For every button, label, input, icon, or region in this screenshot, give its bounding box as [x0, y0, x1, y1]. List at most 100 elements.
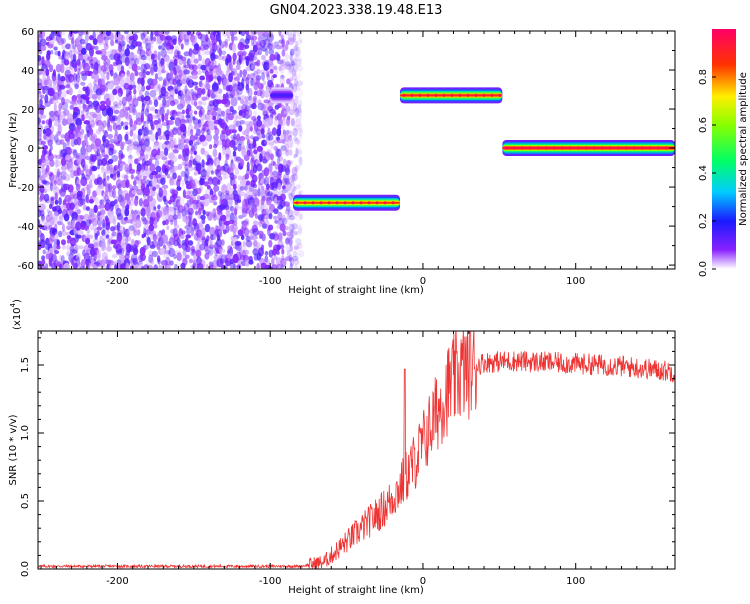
noise-speck [111, 231, 117, 237]
noise-speck [268, 213, 273, 220]
noise-speck [64, 146, 72, 156]
noise-speck [91, 214, 98, 220]
noise-speck [48, 64, 54, 73]
noise-speck [278, 31, 282, 37]
noise-speck [64, 194, 72, 203]
noise-speck [48, 118, 52, 129]
noise-speck [101, 251, 108, 261]
noise-speck [57, 220, 63, 226]
noise-speck [249, 202, 255, 212]
noise-speck [69, 104, 75, 110]
noise-speck [201, 96, 208, 101]
noise-speck [290, 189, 295, 198]
noise-speck [284, 43, 289, 51]
noise-speck [144, 108, 149, 117]
noise-speck [280, 145, 287, 152]
noise-speck [173, 165, 180, 171]
noise-speck [205, 188, 211, 195]
noise-speck [171, 178, 178, 186]
noise-speck [134, 70, 139, 77]
noise-speck [256, 145, 263, 152]
noise-speck [72, 249, 78, 255]
signal-peak [552, 146, 556, 150]
noise-speck [208, 121, 216, 131]
noise-speck [284, 53, 289, 61]
noise-speck [44, 94, 49, 104]
noise-speck [198, 207, 202, 216]
noise-speck [88, 127, 94, 136]
noise-speck [292, 98, 299, 105]
noise-speck [57, 119, 62, 125]
noise-speck [294, 119, 302, 127]
noise-speck [44, 159, 50, 167]
y-tick-label: 20 [21, 105, 34, 116]
noise-speck [152, 186, 157, 192]
noise-speck [210, 170, 214, 175]
noise-speck [251, 142, 257, 150]
noise-speck [212, 49, 216, 54]
noise-speck [235, 205, 242, 210]
noise-speck [141, 108, 145, 117]
noise-speck [134, 57, 140, 65]
noise-speck [135, 117, 143, 126]
noise-speck [100, 242, 107, 252]
noise-speck [71, 211, 79, 221]
noise-speck [237, 258, 242, 267]
noise-speck [245, 31, 250, 36]
signal-segment [270, 87, 294, 104]
noise-speck [47, 139, 53, 147]
signal-peak [383, 201, 387, 205]
signal-peak [624, 146, 628, 150]
noise-speck [186, 113, 194, 123]
noise-speck [290, 60, 295, 67]
noise-speck [184, 38, 190, 46]
noise-speck [38, 164, 45, 170]
noise-speck [229, 262, 236, 269]
noise-speck [188, 139, 194, 146]
noise-speck [205, 133, 213, 142]
noise-speck [182, 189, 186, 199]
noise-speck [127, 156, 133, 167]
noise-speck [144, 138, 150, 148]
noise-speck [200, 169, 208, 178]
noise-speck [257, 230, 264, 236]
noise-speck [77, 67, 81, 75]
noise-speck [256, 68, 261, 75]
noise-speck [150, 257, 154, 265]
noise-speck [48, 79, 53, 89]
noise-speck [188, 75, 193, 81]
signal-peak [442, 93, 446, 97]
signal-peak [520, 146, 524, 150]
noise-speck [205, 263, 209, 269]
colorbar-ticks: 0.0 0.2 0.4 0.6 0.8 [698, 69, 716, 277]
noise-speck [288, 233, 294, 239]
noise-speck [244, 38, 250, 45]
noise-speck [165, 99, 170, 108]
noise-speck [293, 63, 298, 73]
noise-speck [297, 242, 303, 250]
noise-speck [91, 218, 99, 227]
noise-speck [58, 230, 63, 238]
noise-speck [240, 234, 245, 240]
noise-speck [120, 142, 125, 151]
noise-speck [128, 114, 132, 120]
signal-peak [608, 146, 612, 150]
noise-speck [44, 183, 51, 192]
snr-y-ticks: 0.0 0.5 1.0 1.5 [20, 337, 675, 577]
signal-segment [400, 87, 503, 104]
noise-speck [49, 216, 55, 226]
spectrogram-y-ticks: -60 -40 -20 0 20 40 60 [18, 27, 675, 272]
signal-peak [311, 201, 315, 205]
noise-speck [224, 193, 231, 201]
noise-speck [282, 158, 287, 166]
noise-speck [277, 182, 282, 191]
noise-speck [264, 103, 269, 112]
x-tick-label: -100 [259, 576, 282, 587]
noise-speck [163, 79, 167, 86]
noise-speck [251, 174, 258, 183]
noise-speck [43, 221, 51, 231]
noise-speck [61, 44, 66, 50]
noise-speck [256, 133, 263, 140]
snr-panel: -200 -100 0 100 0.0 0.5 1.0 1.5 Height of stra… [8, 299, 676, 596]
noise-speck [180, 170, 186, 177]
